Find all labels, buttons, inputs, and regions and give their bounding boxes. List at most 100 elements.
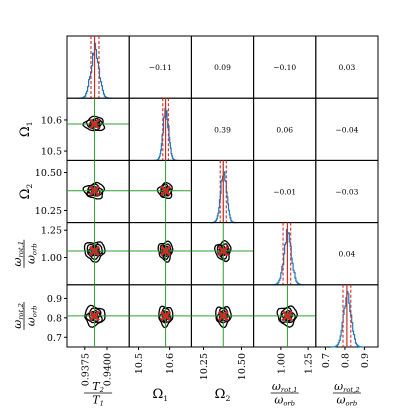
panel-4-1 [128,284,192,348]
truth-marker [160,185,172,197]
y-tick-label: 1.25 [41,226,62,237]
panel-frame [128,222,192,286]
sample-point [88,251,91,254]
panel-frame [190,159,255,224]
x-tick-label: 0.7 [321,353,332,368]
y-tick-label: 0.7 [47,333,62,344]
panel-1-0 [66,97,130,161]
sample-point [101,252,103,255]
panel-3-0 [66,222,130,286]
panel-0-0 [66,35,130,99]
truth-marker [217,310,229,322]
truth-marker [217,245,229,257]
truth-marker [89,118,100,130]
contour [158,305,174,329]
panel-4-3 [253,284,317,348]
panel-3-3 [253,222,317,286]
panel-3-1 [128,222,192,286]
label-numerator: ωrot,2 [11,303,25,329]
label-numerator: ωrot,2 [334,380,360,394]
contour [85,117,104,131]
panel-2-1 [128,159,192,224]
x-tick-label: 0.9375 [80,353,91,386]
contour [83,241,106,263]
x-tick-label: 10.5 [134,353,145,374]
correlation-value: −0.11 [149,63,172,72]
label-numerator: T2 [92,380,104,394]
axis-label-1: Ω1 [152,387,168,403]
contour [84,304,106,328]
sample-point [98,120,101,123]
correlation-values: −0.11 0.09 −0.10 0.03 0.39 0.06 −0.04 −0.01 −0.0… [149,63,359,259]
x-tick-label: 0.9 [360,353,371,368]
panel-frame [66,159,130,224]
label-text: Ω1 [18,121,34,137]
y-tick-label: 0.9 [47,294,62,305]
panel-grid [66,35,379,348]
sample-point [95,320,98,323]
correlation-value: −0.04 [335,125,358,134]
label-denominator: ωorb [337,393,358,407]
contour [86,243,104,260]
contour [158,307,172,324]
x-tick-label: 10.25 [199,353,210,380]
x-tick-label: 10.6 [165,353,176,374]
label-denominator: ωorb [24,306,38,327]
x-tick-label: 1.00 [276,353,287,374]
sample-point [96,242,99,245]
label-text: Ω1 [152,387,168,403]
truth-marker [89,185,100,197]
contour [82,115,106,132]
label-denominator: ωorb [24,243,38,264]
y-tick-label: 0.8 [47,313,62,324]
contour [216,243,230,260]
truth-marker [282,310,293,322]
correlation-value: 0.09 [214,63,231,72]
label-denominator: T1 [92,393,104,407]
x-tick-label: 0.8 [340,353,351,368]
correlation-value: −0.03 [335,188,358,197]
x-tick-label: 1.25 [304,353,315,374]
contour [215,305,233,329]
label-text: Ω2 [18,184,34,200]
sample-point [221,319,223,322]
contour [214,239,232,263]
panel-1-1 [128,97,192,161]
axis-label-2: Ω2 [215,387,231,403]
correlation-value: 0.04 [339,250,356,259]
correlation-value: 0.39 [214,125,231,134]
axis-label-1: Ω1 [18,121,34,137]
contour [276,305,299,328]
panel-4-2 [190,284,255,348]
correlation-value: −0.10 [273,63,296,72]
y-tick-label: 10.50 [35,168,62,179]
sample-point [87,188,90,190]
panel-2-2 [190,159,255,224]
correlation-value: 0.06 [276,125,293,134]
panel-4-4 [315,284,379,348]
panel-3-2 [190,222,255,286]
label-numerator: ωrot,1 [272,380,298,394]
contour [156,181,173,200]
sample-point [87,191,90,194]
truth-marker [89,245,100,257]
correlation-value: −0.01 [273,188,296,197]
sample-point [166,310,168,313]
x-tick-label: 10.50 [237,353,248,380]
y-tick-label: 10.6 [41,115,62,126]
truth-marker [89,310,100,322]
label-numerator: ωrot,1 [11,241,25,267]
correlation-value: 0.03 [339,63,356,72]
tick-labels: 0.9375 0.9400 10.5 10.6 10.25 10.50 1.00 1.25 0.… [35,115,371,386]
label-denominator: ωorb [274,393,295,407]
truth-marker [160,310,172,322]
panel-4-0 [66,284,130,348]
y-tick-label: 10.25 [35,206,62,217]
